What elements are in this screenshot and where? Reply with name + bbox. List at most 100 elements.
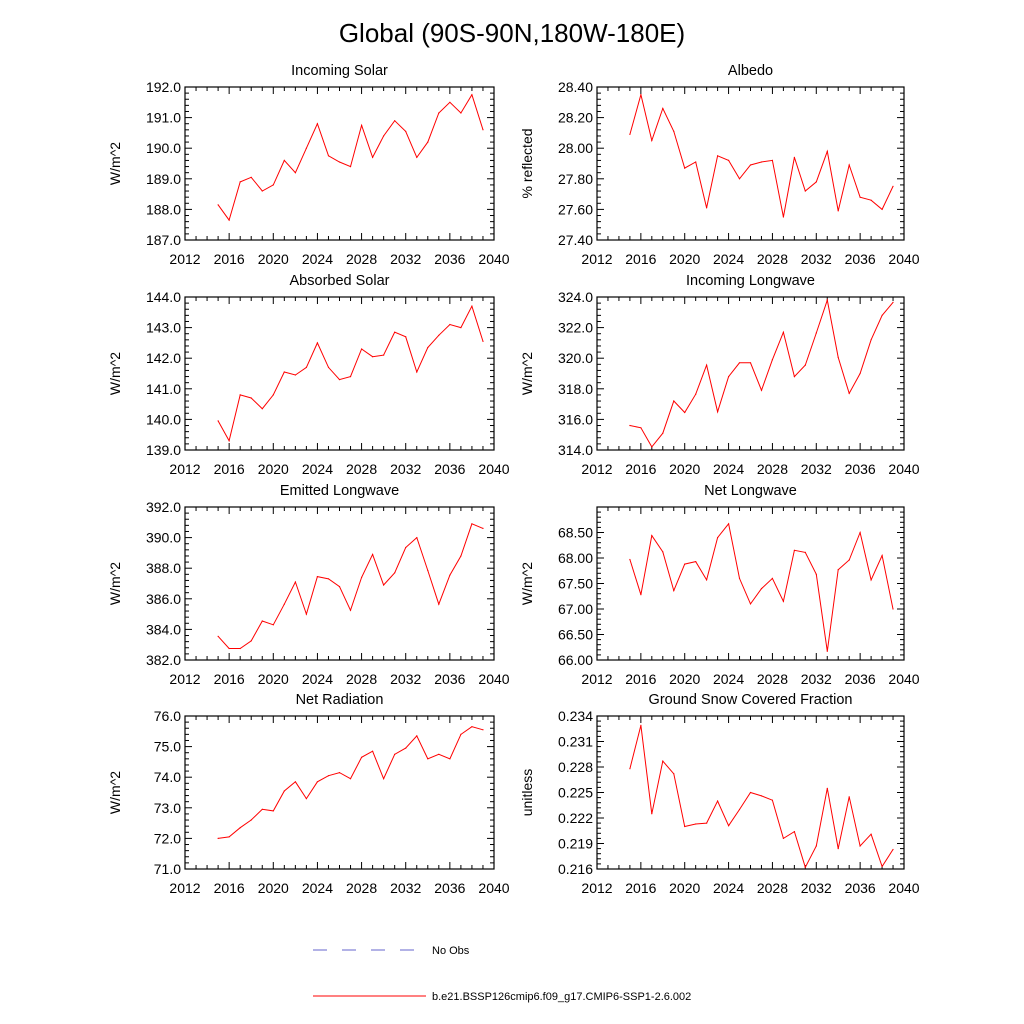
y-tick-label: 76.0: [154, 708, 181, 724]
data-point: [228, 440, 230, 442]
legend-model-label: b.e21.BSSP126cmip6.f09_g17.CMIP6-SSP1-2.…: [432, 991, 691, 1003]
y-tick-label: 382.0: [146, 652, 181, 668]
y-tick-label: 190.0: [146, 140, 181, 156]
y-tick-label: 67.00: [558, 601, 593, 617]
y-axis-label: W/m^2: [519, 562, 535, 605]
x-tick-label: 2040: [478, 880, 509, 896]
data-point: [261, 808, 263, 810]
x-tick-label: 2020: [258, 461, 289, 477]
panel-title: Incoming Longwave: [686, 273, 815, 289]
x-tick-label: 2016: [625, 671, 656, 687]
x-tick-label: 2032: [801, 251, 832, 267]
data-point: [349, 609, 352, 611]
data-point: [361, 124, 363, 126]
data-point: [372, 750, 374, 752]
data-point: [793, 549, 796, 551]
data-point: [717, 411, 719, 413]
panel-net-longwave: Net Longwave W/m^2 2012 2016 2020 2024 2028 203…: [519, 483, 920, 687]
y-tick-label: 189.0: [146, 171, 181, 187]
y-tick-label: 71.0: [154, 861, 181, 877]
x-tick-label: 2016: [214, 461, 245, 477]
y-tick-label: 0.216: [558, 861, 593, 877]
data-point: [305, 798, 307, 800]
y-tick-label: 140.0: [146, 411, 181, 427]
data-point: [338, 379, 341, 381]
data-point: [361, 756, 363, 758]
data-point: [793, 376, 796, 378]
series-line: [629, 522, 894, 652]
data-point: [228, 219, 230, 221]
data-point: [881, 314, 883, 316]
data-point: [405, 747, 407, 749]
panel-albedo: Albedo % reflected 2012 2016 2020 2024 2028 203…: [519, 63, 920, 267]
data-point: [771, 159, 774, 161]
data-point: [239, 647, 241, 650]
y-tick-label: 191.0: [146, 110, 181, 126]
x-tick-label: 2024: [302, 880, 333, 896]
data-point: [695, 161, 697, 163]
y-tick-label: 139.0: [146, 442, 181, 458]
x-tick-label: 2020: [669, 880, 700, 896]
data-point: [261, 620, 263, 622]
data-point: [283, 159, 285, 161]
data-point: [460, 555, 462, 557]
y-tick-label: 72.0: [154, 830, 181, 846]
y-tick-label: 27.60: [558, 201, 593, 217]
x-tick-label: 2028: [757, 671, 788, 687]
data-point: [394, 120, 396, 122]
x-tick-label: 2032: [801, 880, 832, 896]
y-tick-label: 192.0: [146, 79, 181, 95]
data-point: [892, 301, 894, 303]
data-point: [815, 573, 817, 575]
x-tick-label: 2024: [713, 880, 744, 896]
data-point: [706, 364, 708, 366]
data-point: [294, 172, 296, 174]
x-tick-label: 2028: [757, 461, 788, 477]
data-point: [760, 161, 763, 163]
data-point: [383, 135, 385, 137]
x-tick-label: 2040: [888, 880, 919, 896]
series-line: [217, 523, 484, 649]
data-point: [837, 356, 839, 358]
plot-frame: [596, 296, 905, 451]
data-point: [438, 334, 440, 336]
data-point: [305, 366, 307, 368]
data-point: [771, 799, 774, 801]
x-tick-label: 2020: [258, 880, 289, 896]
data-point: [793, 156, 796, 158]
x-tick-label: 2020: [258, 671, 289, 687]
data-point: [804, 364, 806, 366]
data-point: [673, 773, 675, 775]
data-point: [217, 420, 219, 422]
panels-container: Incoming Solar W/m^2 2012 2016 2020 2024 2028 2…: [107, 63, 920, 896]
y-axis-label: W/m^2: [107, 352, 123, 395]
series-line: [218, 726, 484, 839]
data-point: [217, 635, 219, 637]
data-point: [383, 778, 385, 780]
plot-frame: [184, 296, 495, 451]
data-point: [438, 603, 440, 605]
x-tick-label: 2036: [845, 880, 876, 896]
data-point: [651, 813, 653, 815]
panel-incoming-longwave: Incoming Longwave W/m^2 2012 2016 2020 2024 20…: [519, 273, 920, 477]
x-tick-label: 2040: [888, 671, 919, 687]
y-tick-label: 74.0: [154, 769, 181, 785]
x-tick-label: 2024: [302, 671, 333, 687]
data-point: [250, 819, 252, 821]
data-point: [804, 190, 806, 192]
data-point: [372, 356, 374, 358]
data-point: [771, 359, 774, 361]
data-point: [706, 822, 708, 824]
x-tick-label: 2036: [434, 461, 465, 477]
data-point: [673, 590, 675, 592]
x-tick-label: 2024: [713, 671, 744, 687]
x-tick-label: 2040: [478, 671, 509, 687]
data-point: [826, 299, 828, 301]
plot-frame: [184, 715, 495, 870]
data-point: [640, 94, 642, 96]
x-tick-label: 2024: [302, 251, 333, 267]
data-point: [272, 394, 274, 396]
data-point: [673, 130, 675, 132]
data-point: [372, 553, 374, 556]
